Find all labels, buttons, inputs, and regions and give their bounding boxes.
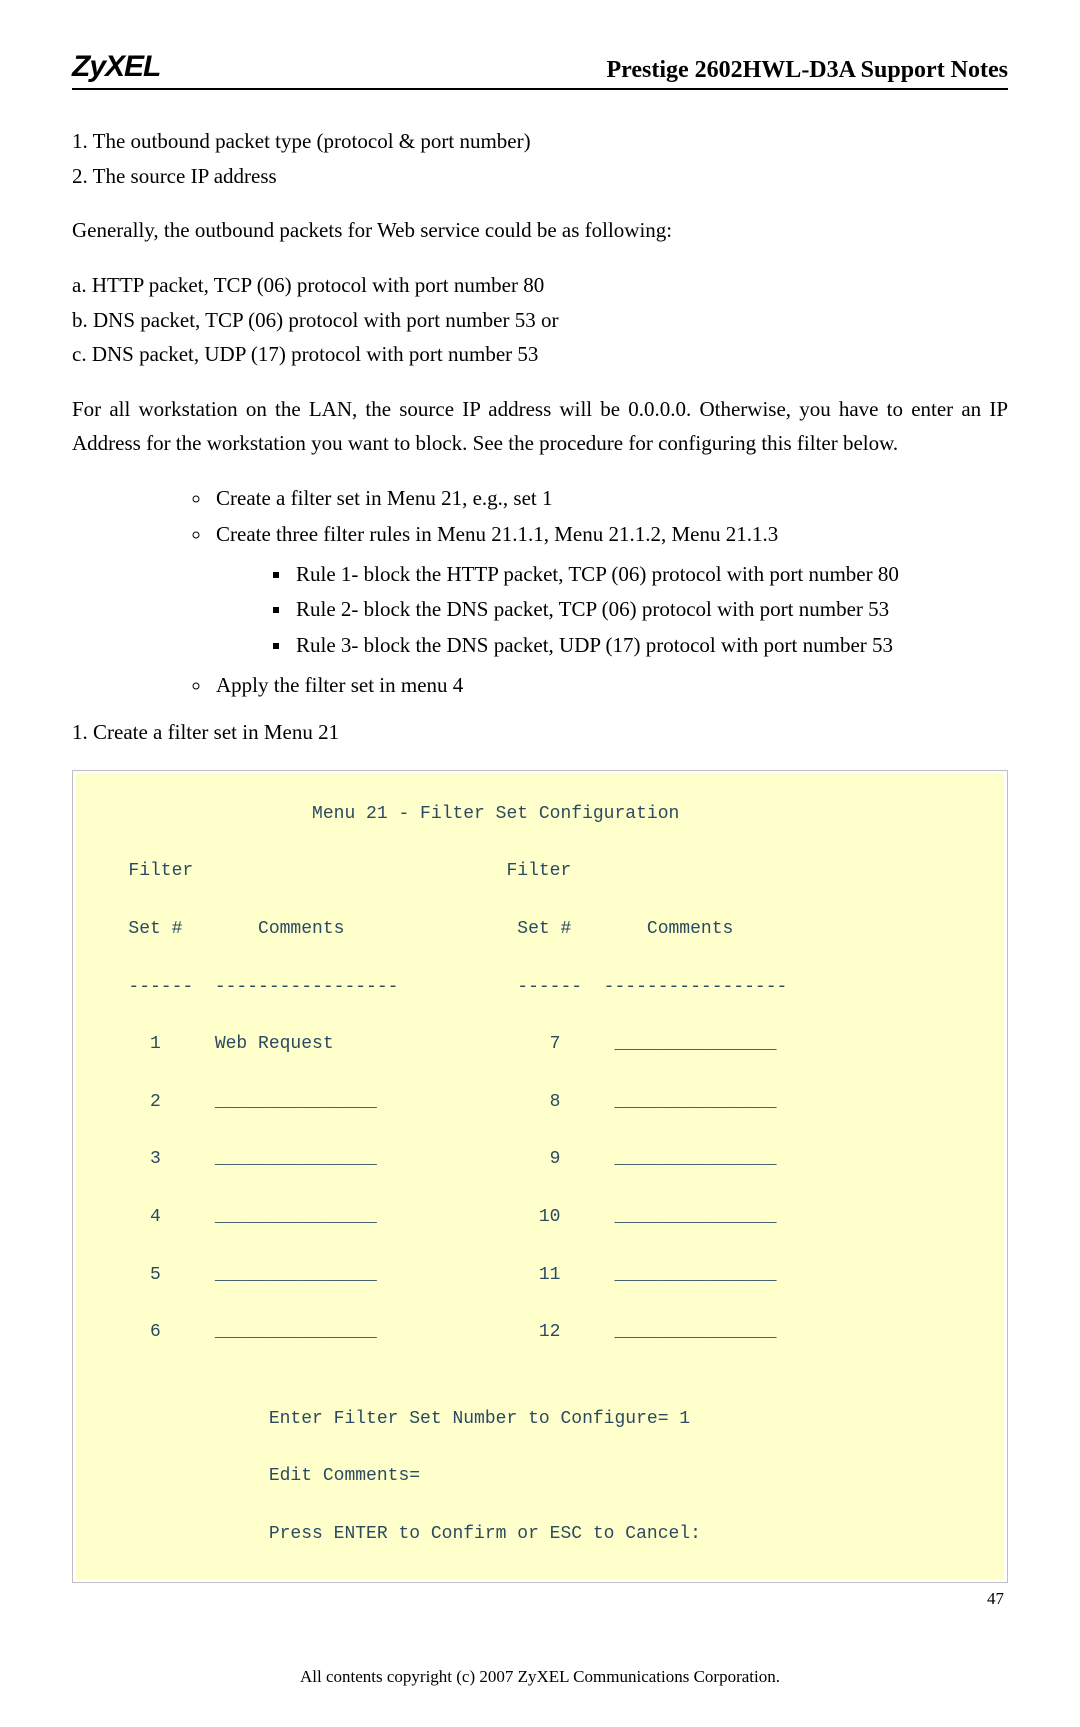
workstation-para: For all workstation on the LAN, the sour… bbox=[72, 392, 1008, 461]
list-item: Create three filter rules in Menu 21.1.1… bbox=[212, 517, 1008, 664]
list-item: Rule 3- block the DNS packet, UDP (17) p… bbox=[292, 628, 1008, 664]
doc-title: Prestige 2602HWL-D3A Support Notes bbox=[606, 57, 1008, 84]
packet-a: a. HTTP packet, TCP (06) protocol with p… bbox=[72, 268, 1008, 303]
header-rule bbox=[72, 88, 1008, 90]
terminal-line: Enter Filter Set Number to Configure= 1 bbox=[96, 1405, 984, 1434]
terminal-line: Press ENTER to Confirm or ESC to Cancel: bbox=[96, 1520, 984, 1549]
generally-para: Generally, the outbound packets for Web … bbox=[72, 213, 1008, 248]
terminal-line: Edit Comments= bbox=[96, 1462, 984, 1491]
terminal-line: ------ ----------------- ------ --------… bbox=[96, 973, 984, 1002]
page-number: 47 bbox=[72, 1589, 1008, 1609]
list-item: Rule 1- block the HTTP packet, TCP (06) … bbox=[292, 557, 1008, 593]
list-item: Create a filter set in Menu 21, e.g., se… bbox=[212, 481, 1008, 517]
inner-list: Rule 1- block the HTTP packet, TCP (06) … bbox=[216, 557, 1008, 664]
footer-copyright: All contents copyright (c) 2007 ZyXEL Co… bbox=[72, 1667, 1008, 1687]
source-ip-line: 2. The source IP address bbox=[72, 159, 1008, 194]
logo: ZyXEL bbox=[72, 50, 160, 84]
outbound-type-line: 1. The outbound packet type (protocol & … bbox=[72, 124, 1008, 159]
packet-c: c. DNS packet, UDP (17) protocol with po… bbox=[72, 337, 1008, 372]
terminal-line: 3 _______________ 9 _______________ bbox=[96, 1145, 984, 1174]
header: ZyXEL Prestige 2602HWL-D3A Support Notes bbox=[72, 50, 1008, 84]
outer-list: Create a filter set in Menu 21, e.g., se… bbox=[72, 481, 1008, 703]
list-item: Rule 2- block the DNS packet, TCP (06) p… bbox=[292, 592, 1008, 628]
terminal-line: 4 _______________ 10 _______________ bbox=[96, 1203, 984, 1232]
list-item: Apply the filter set in menu 4 bbox=[212, 668, 1008, 704]
terminal-line: Filter Filter bbox=[96, 857, 984, 886]
terminal-line: 1 Web Request 7 _______________ bbox=[96, 1030, 984, 1059]
terminal-line: Menu 21 - Filter Set Configuration bbox=[96, 800, 984, 829]
terminal-line: 2 _______________ 8 _______________ bbox=[96, 1088, 984, 1117]
step-1: 1. Create a filter set in Menu 21 bbox=[72, 715, 1008, 750]
terminal-line: Set # Comments Set # Comments bbox=[96, 915, 984, 944]
terminal-frame: Menu 21 - Filter Set Configuration Filte… bbox=[72, 770, 1008, 1583]
terminal-screen: Menu 21 - Filter Set Configuration Filte… bbox=[76, 774, 1004, 1579]
list-item-label: Create three filter rules in Menu 21.1.1… bbox=[216, 522, 778, 546]
packet-b: b. DNS packet, TCP (06) protocol with po… bbox=[72, 303, 1008, 338]
page: ZyXEL Prestige 2602HWL-D3A Support Notes… bbox=[0, 0, 1080, 1727]
terminal-line: 6 _______________ 12 _______________ bbox=[96, 1318, 984, 1347]
terminal-line: 5 _______________ 11 _______________ bbox=[96, 1261, 984, 1290]
